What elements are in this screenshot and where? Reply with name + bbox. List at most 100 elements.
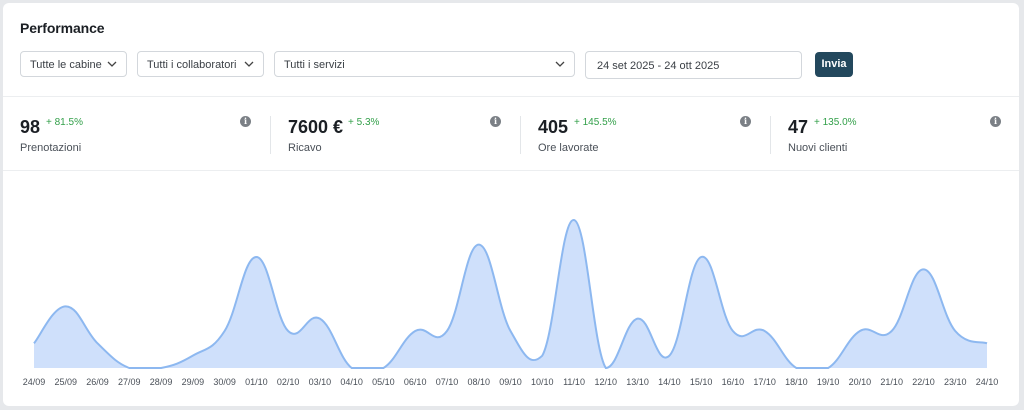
stat-separator — [270, 116, 271, 154]
x-tick-label: 30/09 — [213, 377, 236, 387]
date-range-value: 24 set 2025 - 24 ott 2025 — [597, 60, 720, 72]
data-point[interactable] — [219, 325, 231, 337]
x-tick-label: 05/10 — [372, 377, 395, 387]
data-point[interactable] — [917, 263, 929, 275]
x-tick-label: 19/10 — [817, 377, 840, 387]
data-point[interactable] — [314, 313, 326, 325]
data-point[interactable] — [441, 325, 453, 337]
area-fill — [34, 219, 987, 368]
x-tick-label: 10/10 — [531, 377, 554, 387]
services-select-label: Tutti i servizi — [284, 59, 345, 71]
data-point[interactable] — [155, 362, 167, 374]
stat-change: + 81.5% — [46, 117, 83, 128]
data-point[interactable] — [187, 350, 199, 362]
info-icon[interactable]: i — [490, 116, 501, 127]
data-point[interactable] — [409, 325, 421, 337]
data-point[interactable] — [663, 350, 675, 362]
chevron-down-icon — [555, 61, 565, 67]
cabins-select-label: Tutte le cabine — [30, 59, 102, 71]
x-tick-label: 28/09 — [150, 377, 173, 387]
x-tick-label: 01/10 — [245, 377, 268, 387]
data-point[interactable] — [981, 337, 993, 349]
x-tick-label: 09/10 — [499, 377, 522, 387]
x-tick-label: 11/10 — [563, 377, 585, 387]
data-point[interactable] — [346, 362, 358, 374]
data-point[interactable] — [759, 325, 771, 337]
data-point[interactable] — [123, 362, 135, 374]
stat-change: + 145.5% — [574, 117, 617, 128]
staff-select[interactable]: Tutti i collaboratori — [137, 51, 264, 77]
x-tick-label: 21/10 — [880, 377, 903, 387]
x-tick-label: 08/10 — [467, 377, 490, 387]
performance-card: Performance Tutte le cabine Tutti i coll… — [3, 3, 1019, 406]
data-point[interactable] — [949, 325, 961, 337]
x-tick-label: 07/10 — [436, 377, 459, 387]
x-tick-label: 24/10 — [976, 377, 999, 387]
stat-label: Ricavo — [288, 142, 322, 154]
info-icon[interactable]: i — [240, 116, 251, 127]
x-tick-label: 18/10 — [785, 377, 808, 387]
x-tick-label: 22/10 — [912, 377, 935, 387]
stat-value: 7600 € — [288, 117, 344, 137]
chevron-down-icon — [107, 61, 117, 67]
x-tick-label: 06/10 — [404, 377, 427, 387]
stat-label: Ore lavorate — [538, 142, 599, 154]
stat-change: + 5.3% — [348, 117, 380, 128]
page-title: Performance — [20, 20, 105, 36]
stat-new-clients: 47 + 135.0% Nuovi clienti i — [788, 115, 1008, 155]
divider — [3, 170, 1019, 171]
x-tick-label: 04/10 — [340, 377, 363, 387]
stat-bookings: 98 + 81.5% Prenotazioni i — [20, 115, 260, 155]
info-icon[interactable]: i — [740, 116, 751, 127]
data-point[interactable] — [854, 325, 866, 337]
data-point[interactable] — [790, 362, 802, 374]
stat-label: Nuovi clienti — [788, 142, 848, 154]
cabins-select[interactable]: Tutte le cabine — [20, 51, 127, 77]
stat-hours: 405 + 145.5% Ore lavorate i — [538, 115, 758, 155]
x-tick-label: 24/09 — [23, 377, 46, 387]
data-point[interactable] — [600, 362, 612, 374]
stat-value: 47 — [788, 117, 809, 137]
data-point[interactable] — [536, 350, 548, 362]
submit-button[interactable]: Invia — [815, 52, 853, 77]
x-tick-label: 23/10 — [944, 377, 967, 387]
info-icon[interactable]: i — [990, 116, 1001, 127]
services-select[interactable]: Tutti i servizi — [274, 51, 575, 77]
data-point[interactable] — [28, 337, 40, 349]
data-point[interactable] — [282, 325, 294, 337]
stat-separator — [520, 116, 521, 154]
data-point[interactable] — [473, 239, 485, 251]
x-tick-label: 20/10 — [849, 377, 872, 387]
x-tick-label: 17/10 — [753, 377, 776, 387]
data-point[interactable] — [60, 300, 72, 312]
data-point[interactable] — [568, 214, 580, 226]
stat-separator — [770, 116, 771, 154]
data-point[interactable] — [695, 251, 707, 263]
data-point[interactable] — [727, 325, 739, 337]
x-tick-label: 27/09 — [118, 377, 141, 387]
data-point[interactable] — [886, 325, 898, 337]
stat-change: + 135.0% — [814, 117, 857, 128]
data-point[interactable] — [377, 362, 389, 374]
x-tick-label: 29/09 — [182, 377, 205, 387]
x-tick-label: 16/10 — [722, 377, 745, 387]
date-range-input[interactable]: 24 set 2025 - 24 ott 2025 — [585, 51, 802, 79]
data-point[interactable] — [822, 362, 834, 374]
x-tick-label: 12/10 — [595, 377, 618, 387]
stat-label: Prenotazioni — [20, 142, 82, 154]
x-tick-label: 26/09 — [86, 377, 109, 387]
stat-revenue: 7600 € + 5.3% Ricavo i — [288, 115, 508, 155]
x-tick-label: 02/10 — [277, 377, 300, 387]
data-point[interactable] — [250, 251, 262, 263]
divider — [3, 96, 1019, 97]
chevron-down-icon — [244, 61, 254, 67]
data-point[interactable] — [505, 325, 517, 337]
x-tick-label: 14/10 — [658, 377, 681, 387]
data-point[interactable] — [632, 313, 644, 325]
x-tick-label: 03/10 — [309, 377, 332, 387]
staff-select-label: Tutti i collaboratori — [147, 59, 237, 71]
stat-value: 405 — [538, 117, 569, 137]
series-line — [33, 218, 988, 370]
stat-value: 98 — [20, 117, 41, 137]
data-point[interactable] — [92, 337, 104, 349]
